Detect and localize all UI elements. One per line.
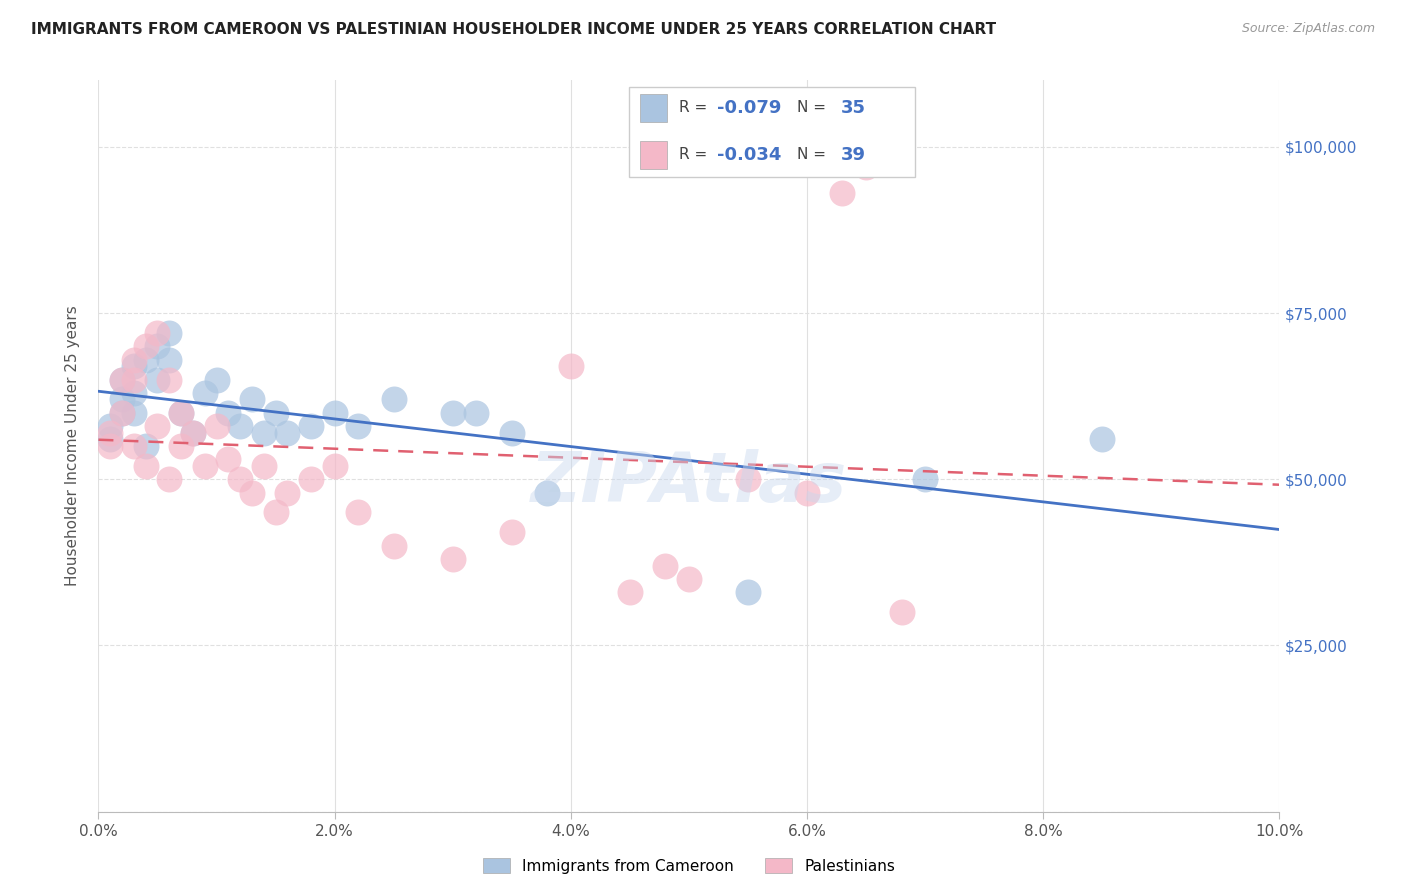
Point bbox=[122, 385, 145, 400]
Point bbox=[264, 406, 287, 420]
Point bbox=[205, 419, 228, 434]
Point bbox=[181, 425, 204, 440]
Point bbox=[560, 359, 582, 374]
Point bbox=[98, 433, 121, 447]
Text: -0.034: -0.034 bbox=[717, 145, 782, 163]
Point bbox=[135, 439, 157, 453]
Point bbox=[382, 392, 405, 407]
Point bbox=[122, 406, 145, 420]
Point bbox=[347, 506, 370, 520]
Point bbox=[678, 572, 700, 586]
Point bbox=[1091, 433, 1114, 447]
Point bbox=[111, 392, 134, 407]
Text: Source: ZipAtlas.com: Source: ZipAtlas.com bbox=[1241, 22, 1375, 36]
Bar bbox=[641, 95, 666, 122]
Point bbox=[157, 372, 180, 386]
Point bbox=[465, 406, 488, 420]
Point bbox=[737, 472, 759, 486]
Point bbox=[194, 385, 217, 400]
Point bbox=[619, 585, 641, 599]
Point bbox=[157, 352, 180, 367]
Point bbox=[122, 359, 145, 374]
Point bbox=[111, 372, 134, 386]
Point bbox=[441, 406, 464, 420]
Point bbox=[264, 506, 287, 520]
Point bbox=[654, 558, 676, 573]
Text: IMMIGRANTS FROM CAMEROON VS PALESTINIAN HOUSEHOLDER INCOME UNDER 25 YEARS CORREL: IMMIGRANTS FROM CAMEROON VS PALESTINIAN … bbox=[31, 22, 995, 37]
Point bbox=[146, 339, 169, 353]
Point bbox=[146, 419, 169, 434]
Point bbox=[323, 458, 346, 473]
Point bbox=[205, 372, 228, 386]
Point bbox=[299, 419, 322, 434]
Point bbox=[441, 552, 464, 566]
Point bbox=[157, 472, 180, 486]
Point bbox=[253, 425, 276, 440]
Point bbox=[240, 392, 263, 407]
Point bbox=[253, 458, 276, 473]
Point bbox=[98, 439, 121, 453]
Bar bbox=[641, 141, 666, 169]
Point bbox=[501, 525, 523, 540]
Point bbox=[98, 419, 121, 434]
Text: R =: R = bbox=[679, 100, 711, 115]
Point bbox=[855, 160, 877, 174]
Point bbox=[737, 585, 759, 599]
Legend: Immigrants from Cameroon, Palestinians: Immigrants from Cameroon, Palestinians bbox=[477, 852, 901, 880]
Point bbox=[217, 406, 239, 420]
Point bbox=[536, 485, 558, 500]
Point bbox=[229, 472, 252, 486]
Text: -0.079: -0.079 bbox=[717, 99, 782, 117]
Point bbox=[170, 439, 193, 453]
Point bbox=[796, 485, 818, 500]
Point bbox=[276, 425, 298, 440]
Point bbox=[347, 419, 370, 434]
Point bbox=[170, 406, 193, 420]
Point bbox=[276, 485, 298, 500]
Point bbox=[240, 485, 263, 500]
Point bbox=[914, 472, 936, 486]
Text: R =: R = bbox=[679, 147, 711, 162]
Point bbox=[122, 439, 145, 453]
Point bbox=[122, 352, 145, 367]
Text: N =: N = bbox=[797, 147, 831, 162]
Y-axis label: Householder Income Under 25 years: Householder Income Under 25 years bbox=[65, 306, 80, 586]
Point bbox=[111, 372, 134, 386]
Point bbox=[890, 605, 912, 619]
Point bbox=[135, 458, 157, 473]
Point bbox=[501, 425, 523, 440]
FancyBboxPatch shape bbox=[628, 87, 915, 177]
Point bbox=[111, 406, 134, 420]
Text: 35: 35 bbox=[841, 99, 866, 117]
Point bbox=[170, 406, 193, 420]
Point bbox=[382, 539, 405, 553]
Point bbox=[135, 339, 157, 353]
Point bbox=[157, 326, 180, 340]
Point bbox=[194, 458, 217, 473]
Point bbox=[181, 425, 204, 440]
Text: ZIPAtlas: ZIPAtlas bbox=[531, 449, 846, 516]
Point bbox=[146, 372, 169, 386]
Point bbox=[111, 406, 134, 420]
Point bbox=[831, 186, 853, 201]
Point bbox=[299, 472, 322, 486]
Point bbox=[98, 425, 121, 440]
Text: N =: N = bbox=[797, 100, 831, 115]
Text: 39: 39 bbox=[841, 145, 866, 163]
Point bbox=[323, 406, 346, 420]
Point bbox=[135, 352, 157, 367]
Point bbox=[146, 326, 169, 340]
Point bbox=[122, 372, 145, 386]
Point bbox=[217, 452, 239, 467]
Point bbox=[229, 419, 252, 434]
